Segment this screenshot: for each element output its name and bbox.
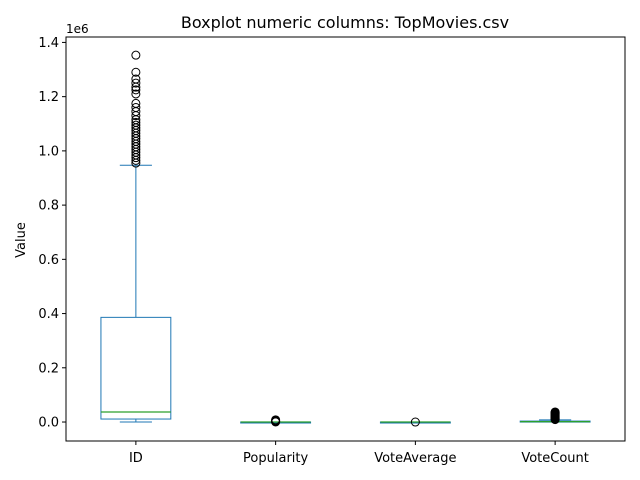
y-tick-label: 0.8 <box>38 199 59 214</box>
y-tick-label: 1.0 <box>38 144 59 159</box>
outlier-point <box>131 74 141 84</box>
plot-area: 0.0 0.2 0.4 0.6 0.8 1.0 1.2 1.4 ID Popularity Vote… <box>38 36 591 466</box>
x-tick-label: VoteAverage <box>374 451 456 466</box>
outlier-point <box>131 102 141 112</box>
outlier-point <box>410 417 420 427</box>
outlier-point <box>131 50 141 60</box>
outlier-point <box>131 85 141 95</box>
outlier-point <box>131 98 141 108</box>
y-tick-label: 1.2 <box>38 90 59 105</box>
y-tick-label: 0.2 <box>38 361 59 376</box>
axes-frame <box>65 36 626 442</box>
y-axis-multiplier: 1e6 <box>66 22 89 36</box>
y-tick-label: 0.0 <box>38 416 59 431</box>
outlier-point <box>131 67 141 77</box>
outlier-point <box>131 117 141 127</box>
x-tick-label: ID <box>129 451 143 466</box>
y-tick-label: 0.6 <box>38 253 59 268</box>
outlier-point <box>131 120 141 130</box>
outlier-point <box>131 78 141 88</box>
x-tick-label: VoteCount <box>521 451 589 466</box>
x-tick-label: Popularity <box>243 451 308 466</box>
outlier-point <box>550 407 560 417</box>
y-tick-label: 0.4 <box>38 307 59 322</box>
outlier-point <box>271 415 281 425</box>
y-tick-label: 1.4 <box>38 36 59 51</box>
box <box>100 316 172 420</box>
y-axis-label: Value <box>14 222 29 258</box>
chart-title: Boxplot numeric columns: TopMovies.csv <box>181 13 509 32</box>
outlier-point <box>131 89 141 99</box>
